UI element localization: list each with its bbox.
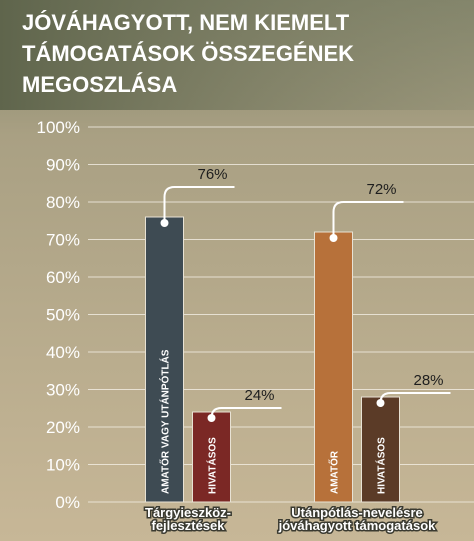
bar xyxy=(192,411,231,503)
y-tick-label: 100% xyxy=(37,118,80,137)
value-label: 76% xyxy=(197,166,227,183)
callout-dot xyxy=(376,399,385,407)
x-tick-label: Tárgyieszköz- xyxy=(145,505,231,520)
y-tick-label: 20% xyxy=(46,418,80,437)
callout-dot xyxy=(329,234,338,242)
bar xyxy=(361,396,400,503)
bar-label: AMATŐR VAGY UTÁNPÓTLÁS xyxy=(159,349,172,494)
y-tick-label: 80% xyxy=(46,193,80,212)
title-line: JÓVÁHAGYOTT, NEM KIEMELT xyxy=(22,10,350,35)
value-label: 24% xyxy=(244,387,274,404)
callout-line xyxy=(332,201,404,238)
title-line: MEGOSZLÁSA xyxy=(22,72,177,97)
title: JÓVÁHAGYOTT, NEM KIEMELT TÁMOGATÁSOK ÖSSZ… xyxy=(22,10,354,97)
x-tick-label: Utánpótlás-nevelésre xyxy=(291,505,423,520)
y-tick-label: 70% xyxy=(46,231,80,250)
value-label: 28% xyxy=(413,372,443,389)
y-tick-label: 30% xyxy=(46,381,80,400)
x-tick-label: fejlesztések xyxy=(152,518,226,533)
bar-label: AMATŐR xyxy=(328,450,341,494)
bar-label: HIVATÁSOS xyxy=(375,437,388,494)
bar xyxy=(314,231,353,503)
y-tick-label: 60% xyxy=(46,268,80,287)
y-tick-label: 50% xyxy=(46,306,80,325)
bar xyxy=(145,216,184,503)
title-banner xyxy=(0,0,474,110)
y-tick-label: 40% xyxy=(46,343,80,362)
callout-line xyxy=(163,186,235,223)
title-line: TÁMOGATÁSOK ÖSSZEGÉNEK xyxy=(22,41,354,66)
bar-label: HIVATÁSOS xyxy=(206,437,219,494)
y-tick-label: 0% xyxy=(55,493,80,512)
value-label: 72% xyxy=(366,181,396,198)
x-tick-label: jóváhagyott támogatások xyxy=(278,518,437,533)
y-tick-label: 90% xyxy=(46,156,80,175)
y-tick-label: 10% xyxy=(46,456,80,475)
callout-dot xyxy=(207,414,216,422)
callout-dot xyxy=(160,219,169,227)
